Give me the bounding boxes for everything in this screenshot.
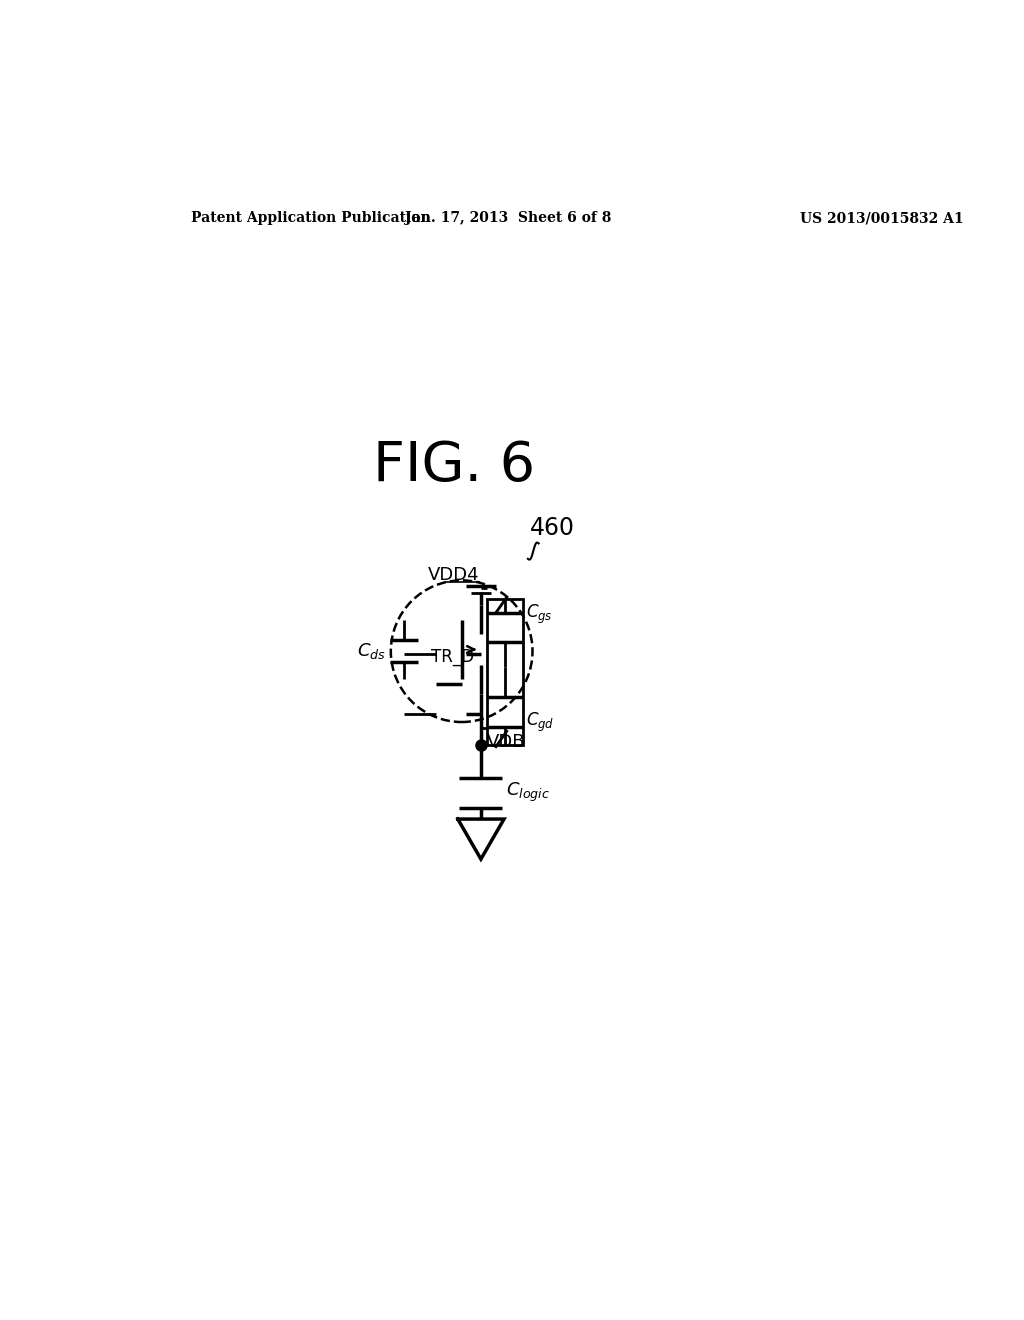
Text: 460: 460 [530, 516, 575, 540]
Text: $C_{gs}$: $C_{gs}$ [526, 603, 553, 626]
Bar [487, 599, 523, 744]
Text: $C_{gd}$: $C_{gd}$ [526, 711, 555, 734]
Text: TR_D: TR_D [431, 648, 474, 667]
Text: $C_{logic}$: $C_{logic}$ [506, 781, 550, 804]
Text: VDB: VDB [487, 733, 525, 751]
Text: VDD4: VDD4 [428, 566, 479, 583]
Text: US 2013/0015832 A1: US 2013/0015832 A1 [801, 211, 964, 226]
Text: Jan. 17, 2013  Sheet 6 of 8: Jan. 17, 2013 Sheet 6 of 8 [404, 211, 611, 226]
Text: FIG. 6: FIG. 6 [373, 440, 535, 494]
Text: $C_{ds}$: $C_{ds}$ [357, 642, 386, 661]
Text: Patent Application Publication: Patent Application Publication [190, 211, 430, 226]
